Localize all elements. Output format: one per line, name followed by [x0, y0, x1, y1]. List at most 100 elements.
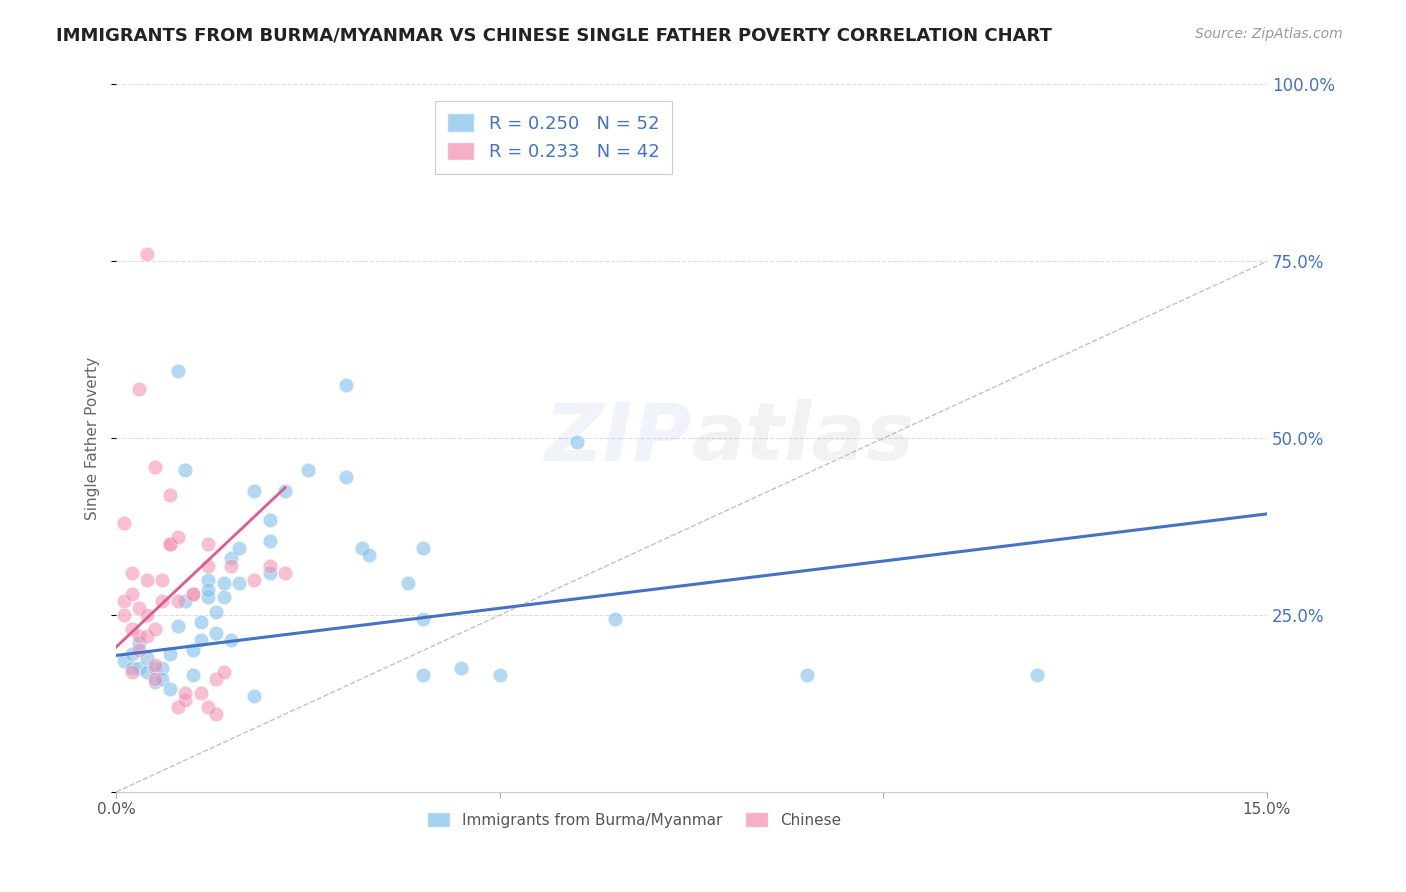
Point	[166, 594, 188, 608]
Point	[221, 551, 243, 566]
Point	[259, 558, 281, 573]
Y-axis label: Single Father Poverty: Single Father Poverty	[86, 357, 100, 520]
Point	[221, 632, 243, 647]
Point	[121, 587, 143, 601]
Point	[143, 675, 166, 690]
Text: Source: ZipAtlas.com: Source: ZipAtlas.com	[1195, 27, 1343, 41]
Point	[259, 512, 281, 526]
Text: ZIP: ZIP	[544, 400, 692, 477]
Point	[121, 566, 143, 580]
Point	[128, 382, 150, 396]
Point	[221, 558, 243, 573]
Point	[488, 668, 510, 682]
Point	[159, 647, 181, 661]
Point	[159, 537, 181, 551]
Point	[796, 668, 818, 682]
Point	[166, 700, 188, 714]
Point	[197, 558, 219, 573]
Point	[412, 541, 434, 555]
Point	[112, 654, 135, 668]
Point	[197, 583, 219, 598]
Point	[181, 587, 204, 601]
Point	[259, 533, 281, 548]
Point	[205, 605, 228, 619]
Point	[350, 541, 373, 555]
Point	[228, 576, 250, 591]
Point	[181, 587, 204, 601]
Point	[174, 686, 197, 700]
Text: IMMIGRANTS FROM BURMA/MYANMAR VS CHINESE SINGLE FATHER POVERTY CORRELATION CHART: IMMIGRANTS FROM BURMA/MYANMAR VS CHINESE…	[56, 27, 1052, 45]
Point	[143, 672, 166, 686]
Point	[359, 548, 381, 562]
Point	[136, 247, 159, 261]
Point	[174, 594, 197, 608]
Point	[197, 573, 219, 587]
Point	[128, 636, 150, 650]
Point	[136, 629, 159, 643]
Point	[259, 566, 281, 580]
Point	[197, 700, 219, 714]
Point	[166, 618, 188, 632]
Point	[212, 591, 235, 605]
Point	[150, 573, 173, 587]
Point	[565, 434, 588, 449]
Point	[143, 661, 166, 675]
Point	[136, 650, 159, 665]
Point	[128, 601, 150, 615]
Point	[190, 632, 212, 647]
Point	[205, 672, 228, 686]
Point	[121, 661, 143, 675]
Point	[412, 668, 434, 682]
Point	[166, 530, 188, 544]
Point	[150, 594, 173, 608]
Point	[212, 665, 235, 679]
Point	[174, 463, 197, 477]
Point	[190, 615, 212, 629]
Point	[412, 612, 434, 626]
Point	[274, 566, 297, 580]
Point	[128, 643, 150, 657]
Point	[174, 693, 197, 707]
Point	[143, 622, 166, 636]
Point	[143, 459, 166, 474]
Point	[603, 612, 626, 626]
Point	[205, 625, 228, 640]
Point	[1025, 668, 1047, 682]
Point	[136, 665, 159, 679]
Point	[212, 576, 235, 591]
Legend: Immigrants from Burma/Myanmar, Chinese: Immigrants from Burma/Myanmar, Chinese	[420, 805, 848, 834]
Point	[396, 576, 419, 591]
Point	[450, 661, 472, 675]
Point	[159, 488, 181, 502]
Point	[128, 661, 150, 675]
Point	[243, 484, 266, 499]
Point	[121, 665, 143, 679]
Point	[136, 608, 159, 623]
Point	[112, 608, 135, 623]
Point	[197, 537, 219, 551]
Point	[150, 661, 173, 675]
Point	[335, 378, 357, 392]
Point	[121, 622, 143, 636]
Point	[228, 541, 250, 555]
Point	[150, 672, 173, 686]
Point	[297, 463, 319, 477]
Point	[112, 516, 135, 530]
Point	[274, 484, 297, 499]
Point	[335, 470, 357, 484]
Point	[112, 594, 135, 608]
Text: atlas: atlas	[692, 400, 914, 477]
Point	[181, 668, 204, 682]
Point	[190, 686, 212, 700]
Point	[136, 573, 159, 587]
Point	[243, 573, 266, 587]
Point	[159, 682, 181, 697]
Point	[143, 657, 166, 672]
Point	[205, 707, 228, 722]
Point	[197, 591, 219, 605]
Point	[121, 647, 143, 661]
Point	[166, 364, 188, 378]
Point	[243, 690, 266, 704]
Point	[128, 629, 150, 643]
Point	[159, 537, 181, 551]
